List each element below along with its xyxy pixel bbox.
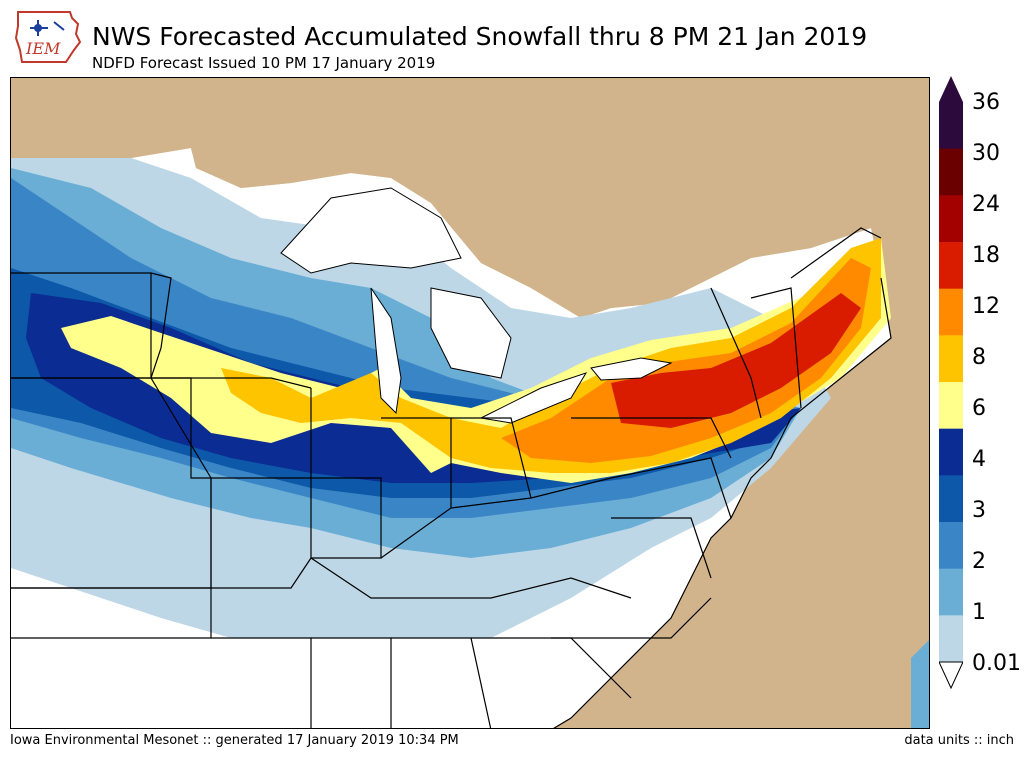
snowfall-map	[10, 77, 930, 729]
colorbar-label-2: 2	[972, 549, 986, 574]
colorbar-label-36: 36	[972, 90, 1000, 115]
colorbar-segment	[939, 102, 963, 150]
colorbar-bottom-arrow	[938, 661, 964, 690]
band-12-18	[501, 258, 871, 463]
colorbar-segment	[939, 475, 963, 523]
logo-text: IEM	[25, 39, 61, 58]
snowfall-colorbar	[938, 76, 964, 692]
colorbar-label-8: 8	[972, 345, 986, 370]
colorbar-top-arrow	[939, 76, 963, 102]
colorbar-label-3: 3	[972, 498, 986, 523]
ocean-blue-patch	[911, 640, 929, 728]
map-title: NWS Forecasted Accumulated Snowfall thru…	[92, 22, 868, 51]
colorbar-segment	[939, 568, 963, 616]
colorbar-segment	[939, 195, 963, 243]
colorbar-segment	[939, 335, 963, 383]
colorbar-segment	[939, 242, 963, 290]
colorbar-label-1: 1	[972, 600, 986, 625]
colorbar-label-6: 6	[972, 396, 986, 421]
band-18-24	[611, 293, 861, 428]
colorbar-label-0-01: 0.01	[972, 651, 1021, 676]
canada-landmass	[11, 78, 929, 318]
footer-credit: Iowa Environmental Mesonet :: generated …	[10, 733, 459, 748]
colorbar-segment	[939, 382, 963, 430]
colorbar-segment	[939, 148, 963, 196]
lake-erie	[479, 372, 588, 424]
colorbar-segment	[939, 522, 963, 570]
colorbar-segment	[939, 615, 963, 663]
iem-logo: IEM	[14, 11, 82, 63]
lake-superior	[280, 187, 462, 274]
lake-huron	[430, 287, 512, 379]
colorbar-segment	[939, 288, 963, 336]
lake-michigan	[370, 287, 402, 415]
footer-units: data units :: inch	[904, 733, 1014, 748]
colorbar-label-24: 24	[972, 192, 1000, 217]
colorbar-label-18: 18	[972, 243, 1000, 268]
coastline	[553, 277, 892, 728]
colorbar-segment	[939, 428, 963, 476]
lake-ontario	[590, 357, 673, 381]
map-subtitle: NDFD Forecast Issued 10 PM 17 January 20…	[92, 54, 436, 72]
colorbar-label-12: 12	[972, 294, 1000, 319]
state-boundaries	[11, 227, 882, 728]
great-lakes	[280, 187, 673, 424]
colorbar-label-4: 4	[972, 447, 986, 472]
colorbar-label-30: 30	[972, 141, 1000, 166]
